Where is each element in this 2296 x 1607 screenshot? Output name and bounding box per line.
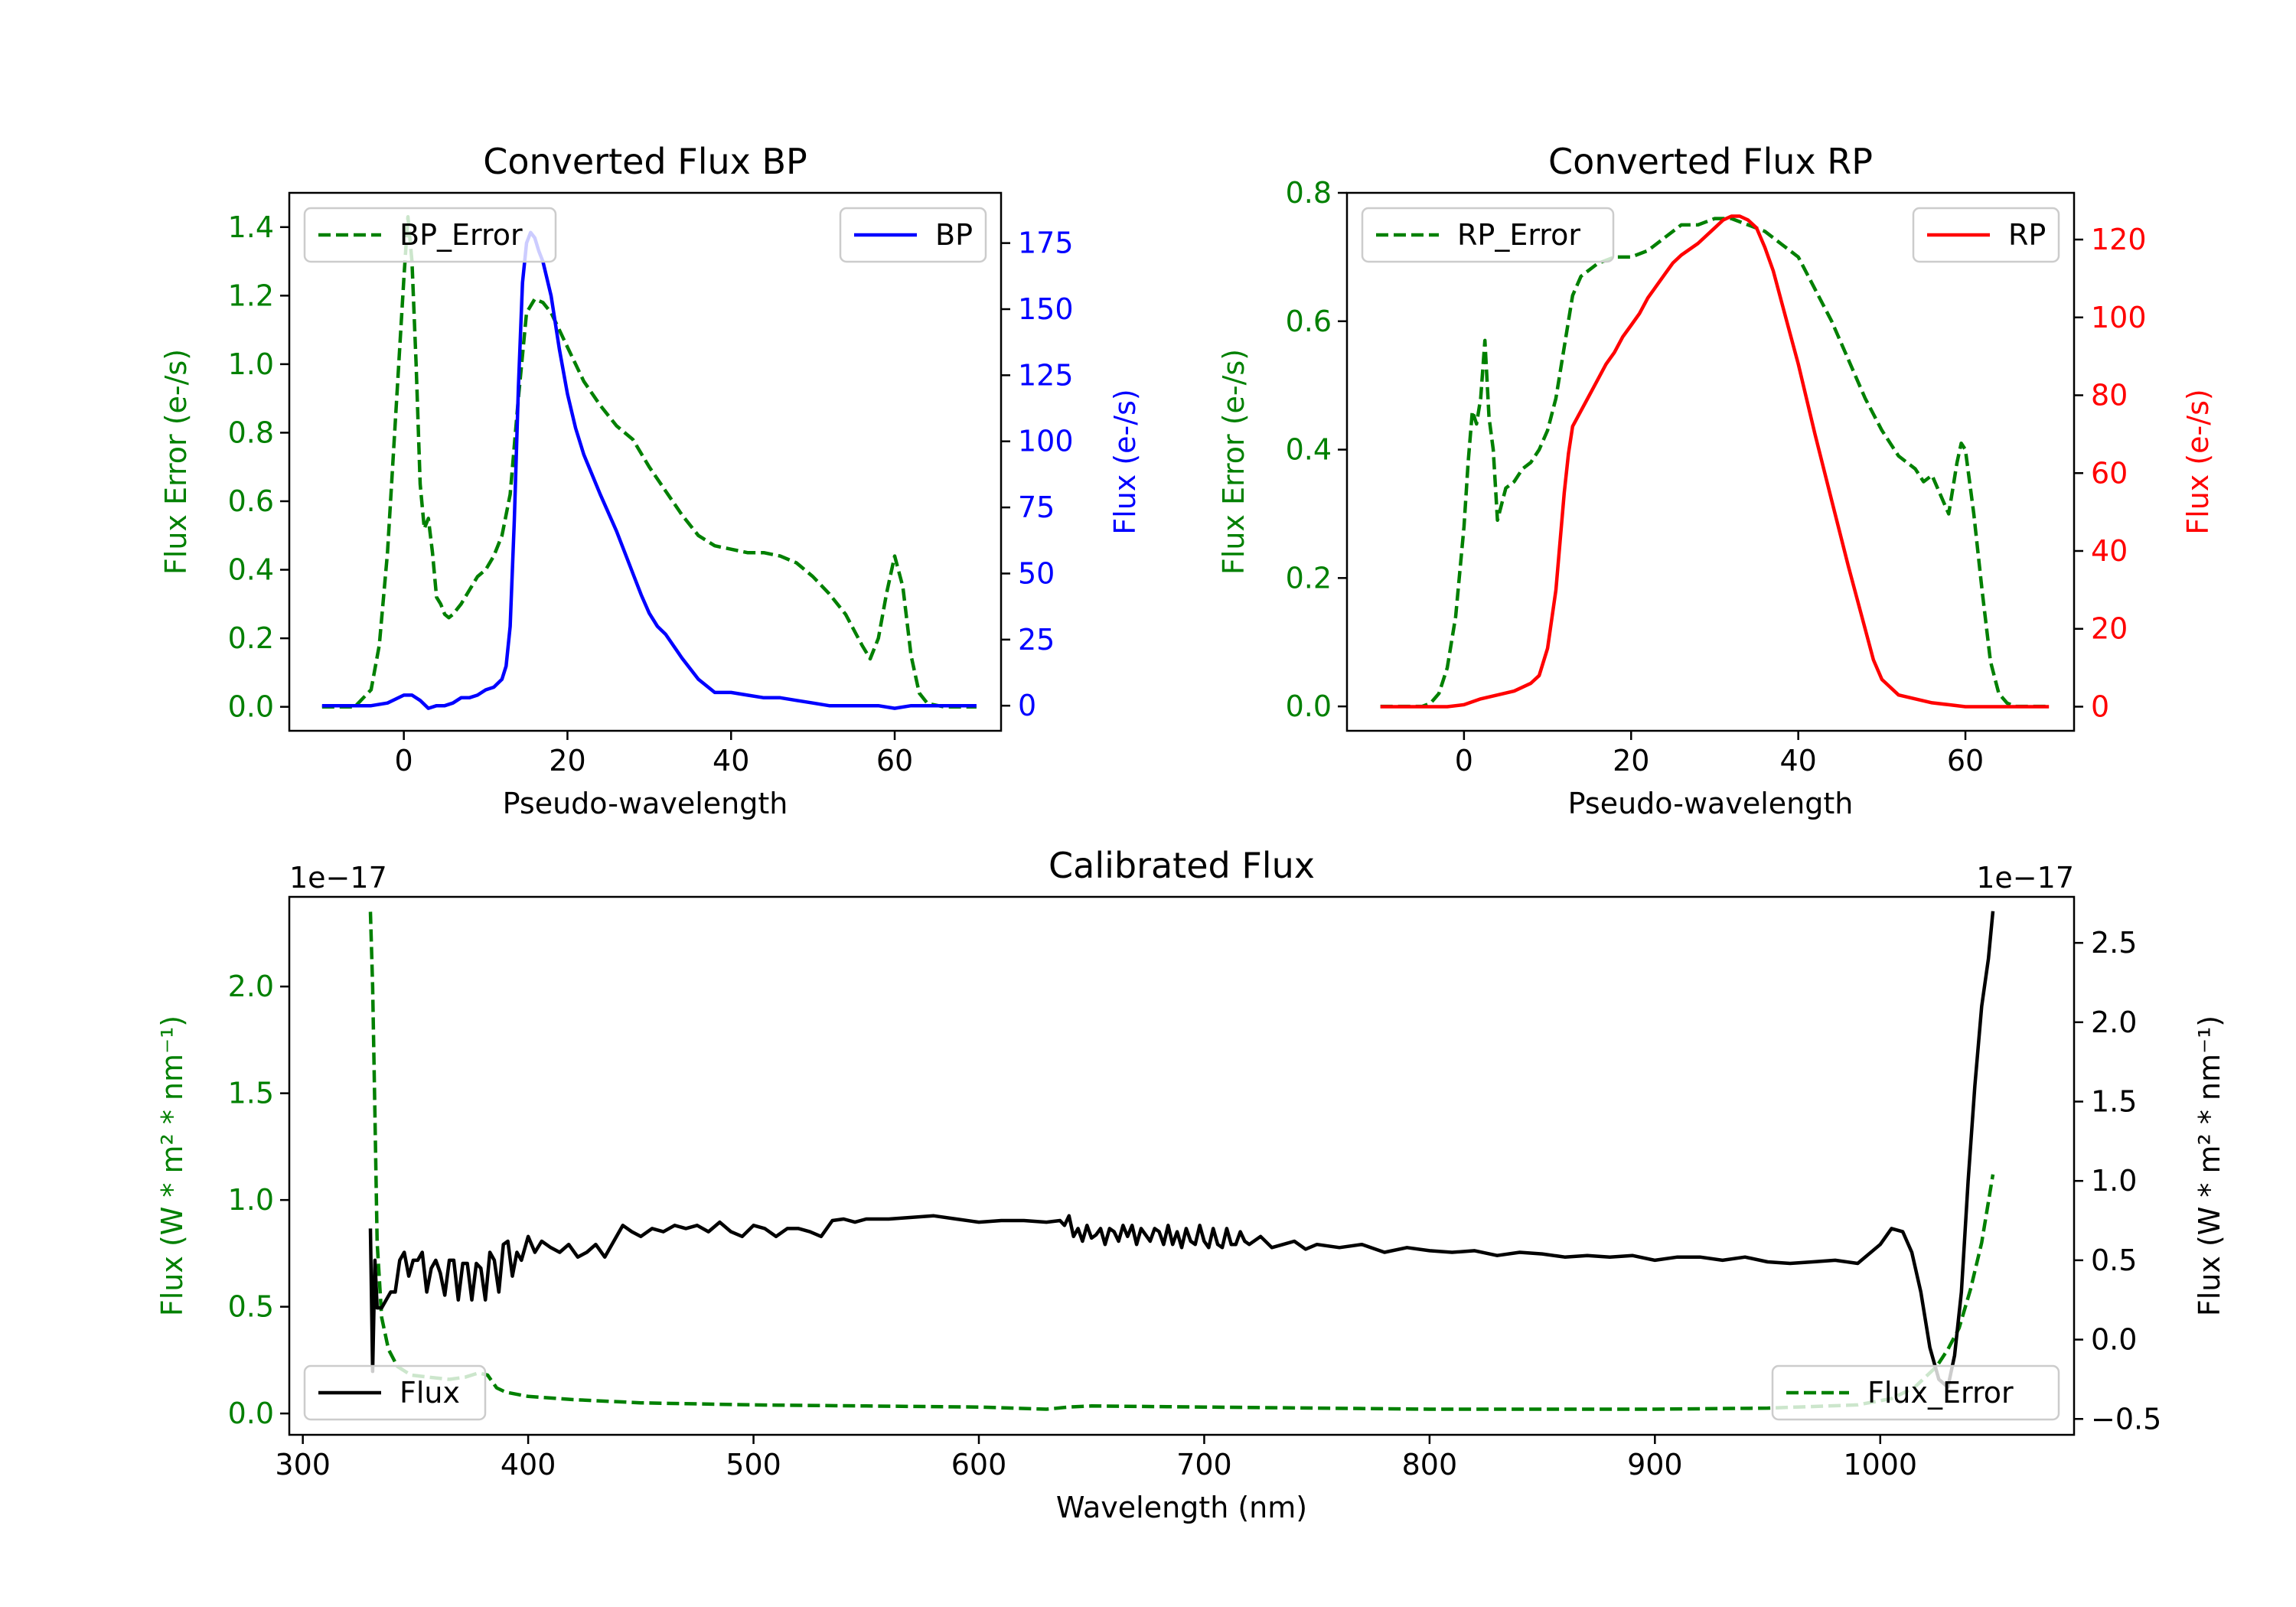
y-left-tick-label: 1.4 xyxy=(228,210,274,244)
y-left-axis-label: Flux Error (e-/s) xyxy=(159,349,193,575)
y-right-tick-label: −0.5 xyxy=(2091,1402,2161,1436)
x-tick-label: 400 xyxy=(501,1448,556,1482)
y-left-tick-label: 1.0 xyxy=(228,1183,274,1217)
plot-frame xyxy=(288,895,2076,1436)
y-left-tick-label: 1.0 xyxy=(228,347,274,381)
x-tick-label: 40 xyxy=(1779,744,1816,777)
legend-label: Flux xyxy=(400,1376,460,1410)
y-left-tick-label: 1.5 xyxy=(228,1077,274,1110)
y-left-tick-label: 1.2 xyxy=(228,279,274,312)
y-left-tick-label: 0.8 xyxy=(1286,176,1332,210)
legend-label: Flux_Error xyxy=(1867,1376,2014,1410)
y-right-axis-label: Flux (e-/s) xyxy=(2181,389,2215,534)
x-tick-label: 300 xyxy=(275,1448,331,1482)
y-left-tick-label: 0.6 xyxy=(228,484,274,518)
y-right-axis-label: Flux (W * m² * nm⁻¹) xyxy=(2193,1015,2226,1316)
legend-rp-error: RP_Error xyxy=(1361,207,1615,263)
chart-panel-calibrated: 300 400 500 600 700 800 900 1000 0.0 0.5 1.0 1.5 2.0… xyxy=(155,845,2226,1524)
y-right-tick-label: 80 xyxy=(2091,379,2128,412)
y-right-tick-label: 1.5 xyxy=(2091,1085,2137,1119)
series-line-rp xyxy=(1380,214,2050,709)
legend-rp: RP xyxy=(1912,207,2060,263)
chart-panel-bp: 0 20 40 60 0.0 0.2 0.4 0.6 0.8 1.0 1.2 1.4 0 25 50 75 10… xyxy=(159,141,1142,820)
y-left-tick-label: 0.6 xyxy=(1286,305,1332,338)
y-right-tick-label: 20 xyxy=(2091,612,2128,646)
x-tick-label: 800 xyxy=(1402,1448,1458,1482)
plot-frame xyxy=(1345,191,2076,732)
x-tick-label: 900 xyxy=(1627,1448,1683,1482)
legend-box xyxy=(1771,1364,2060,1421)
x-axis-label: Wavelength (nm) xyxy=(1056,1491,1307,1524)
y-left-axis-label: Flux (W * m² * nm⁻¹) xyxy=(155,1015,189,1316)
series-line-flux xyxy=(368,911,1995,1390)
legend-bp-error: BP_Error xyxy=(303,207,557,263)
x-tick-label: 40 xyxy=(713,744,749,777)
y-right-tick-label: 0 xyxy=(2091,689,2109,723)
y-right-offset-text: 1e−17 xyxy=(1976,861,2074,895)
legend-label: RP_Error xyxy=(1457,218,1580,252)
y-right-tick-label: 100 xyxy=(1018,425,1074,458)
y-right-tick-label: 175 xyxy=(1018,227,1074,260)
x-tick-label: 0 xyxy=(395,744,413,777)
y-right-tick-label: 0 xyxy=(1018,689,1036,722)
y-left-tick-label: 0.0 xyxy=(1286,689,1332,723)
y-right-tick-label: 1.0 xyxy=(2091,1164,2137,1198)
plot-frame xyxy=(288,191,1003,732)
y-right-tick-label: 0.5 xyxy=(2091,1244,2137,1277)
y-right-axis-label: Flux (e-/s) xyxy=(1108,389,1142,534)
series-line-rp-error xyxy=(1380,217,2050,709)
legend-label: BP_Error xyxy=(400,218,523,252)
x-tick-label: 20 xyxy=(549,744,585,777)
y-right-tick-label: 50 xyxy=(1018,556,1055,590)
y-right-tick-label: 75 xyxy=(1018,491,1055,524)
chart-title: Calibrated Flux xyxy=(1049,845,1315,886)
x-tick-label: 1000 xyxy=(1843,1448,1917,1482)
y-right-tick-label: 2.0 xyxy=(2091,1006,2137,1039)
x-tick-label: 60 xyxy=(1947,744,1984,777)
x-tick-label: 500 xyxy=(726,1448,781,1482)
legend-flux: Flux xyxy=(303,1364,487,1421)
y-right-tick-label: 100 xyxy=(2091,301,2147,334)
y-left-axis-label: Flux Error (e-/s) xyxy=(1217,349,1251,575)
y-left-tick-label: 0.0 xyxy=(228,1397,274,1430)
x-tick-label: 0 xyxy=(1455,744,1473,777)
y-left-tick-label: 0.2 xyxy=(228,621,274,655)
y-right-tick-label: 125 xyxy=(1018,358,1074,392)
x-tick-label: 60 xyxy=(876,744,913,777)
x-tick-label: 700 xyxy=(1176,1448,1232,1482)
y-right-tick-label: 120 xyxy=(2091,223,2147,256)
legend-label: BP xyxy=(935,218,973,252)
y-left-tick-label: 0.5 xyxy=(228,1290,274,1324)
legend-box xyxy=(303,207,557,263)
chart-title: Converted Flux RP xyxy=(1548,141,1873,182)
y-right-tick-label: 2.5 xyxy=(2091,926,2137,960)
y-left-tick-label: 0.2 xyxy=(1286,561,1332,595)
y-right-tick-label: 0.0 xyxy=(2091,1323,2137,1357)
y-right-tick-label: 60 xyxy=(2091,456,2128,490)
x-tick-label: 20 xyxy=(1613,744,1649,777)
chart-title: Converted Flux BP xyxy=(483,141,807,182)
legend-box xyxy=(303,1364,487,1421)
y-left-offset-text: 1e−17 xyxy=(289,861,387,895)
y-left-tick-label: 0.0 xyxy=(228,690,274,724)
x-axis-label: Pseudo-wavelength xyxy=(503,787,788,820)
legend-label: RP xyxy=(2008,218,2046,252)
y-left-tick-label: 2.0 xyxy=(228,970,274,1003)
y-right-tick-label: 25 xyxy=(1018,623,1055,657)
y-left-tick-label: 0.4 xyxy=(228,553,274,587)
y-right-tick-label: 150 xyxy=(1018,292,1074,326)
series-line-bp xyxy=(321,230,977,710)
x-tick-label: 600 xyxy=(951,1448,1007,1482)
x-axis-label: Pseudo-wavelength xyxy=(1568,787,1854,820)
legend-flux-error: Flux_Error xyxy=(1771,1364,2060,1421)
series-line-bp-error xyxy=(321,215,977,709)
chart-panel-rp: 0 20 40 60 0.0 0.2 0.4 0.6 0.8 0 20 40 60 80 100 120 Con… xyxy=(1217,141,2215,820)
y-left-tick-label: 0.8 xyxy=(228,416,274,449)
y-left-tick-label: 0.4 xyxy=(1286,433,1332,467)
y-right-tick-label: 40 xyxy=(2091,534,2128,568)
legend-bp: BP xyxy=(839,207,987,263)
legend-box xyxy=(1361,207,1615,263)
